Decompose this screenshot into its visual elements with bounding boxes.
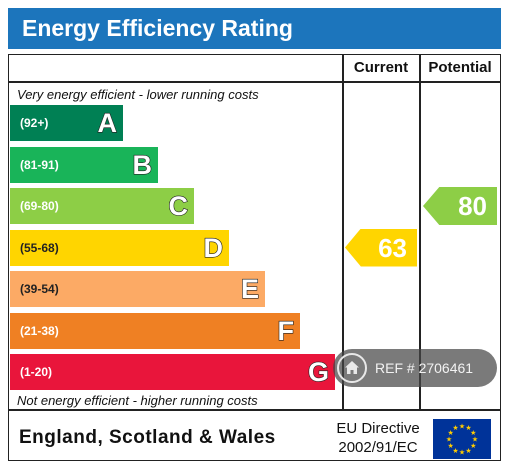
band-range: (55-68) (20, 240, 59, 255)
band-range: (1-20) (20, 365, 53, 379)
eu-star-icon: ★ (459, 449, 465, 457)
rating-frame: Current Potential Very energy efficient … (8, 54, 501, 461)
band-letter: A (97, 107, 118, 138)
potential-column-header: Potential (428, 59, 492, 76)
eu-star-icon: ★ (448, 442, 454, 450)
band-range: (21-38) (20, 323, 59, 338)
eu-star-icon: ★ (465, 447, 471, 455)
home-icon (337, 353, 367, 383)
band-letter: F (277, 315, 295, 346)
band-d: (55-68) D (10, 229, 229, 266)
band-range: (92+) (20, 116, 49, 130)
chart-title: Energy Efficiency Rating (8, 8, 501, 49)
band-c: (69-80) C (10, 188, 194, 224)
current-rating-arrow: 63 (345, 228, 417, 267)
eu-star-icon: ★ (452, 424, 458, 432)
band-b: (81-91) B (10, 146, 158, 183)
efficient-note: Very energy efficient - lower running co… (17, 87, 259, 102)
region-label: England, Scotland & Wales (19, 427, 276, 448)
eu-star-icon: ★ (470, 442, 476, 450)
potential-rating-value: 80 (458, 191, 487, 221)
directive-line-1: EU Directive (336, 420, 420, 437)
band-letter: E (240, 273, 259, 304)
band-letter: D (203, 232, 224, 263)
header-divider (9, 81, 500, 83)
band-letter: C (168, 190, 189, 221)
column-divider-current (342, 55, 344, 409)
current-rating-value: 63 (378, 232, 407, 263)
reference-number: REF # 2706461 (375, 360, 474, 376)
band-g: (1-20) G (10, 354, 335, 390)
band-a: (92+) A (10, 105, 123, 141)
band-range: (39-54) (20, 282, 59, 296)
eu-star-icon: ★ (470, 429, 476, 437)
potential-rating-arrow: 80 (423, 187, 497, 225)
eu-star-icon: ★ (459, 423, 465, 431)
column-divider-potential (419, 55, 421, 409)
band-letter: G (307, 356, 329, 387)
band-f: (21-38) F (10, 312, 300, 349)
eu-star-icon: ★ (472, 436, 478, 444)
band-e: (39-54) E (10, 271, 265, 307)
eu-star-icon: ★ (446, 436, 452, 444)
directive-line-2: 2002/91/EC (338, 439, 418, 456)
current-column-header: Current (353, 59, 409, 76)
band-letter: B (132, 149, 153, 180)
band-range: (69-80) (20, 199, 59, 213)
reference-watermark: REF # 2706461 (333, 349, 497, 387)
eu-star-icon: ★ (452, 447, 458, 455)
inefficient-note: Not energy efficient - higher running co… (17, 393, 258, 408)
eu-star-icon: ★ (448, 429, 454, 437)
eu-directive: EU Directive 2002/91/EC (328, 419, 428, 457)
eu-flag-icon: ★ ★ ★ ★ ★ ★ ★ ★ ★ ★ ★ ★ (433, 419, 491, 459)
eu-star-icon: ★ (465, 424, 471, 432)
band-range: (81-91) (20, 157, 59, 172)
footer-divider (9, 409, 500, 411)
